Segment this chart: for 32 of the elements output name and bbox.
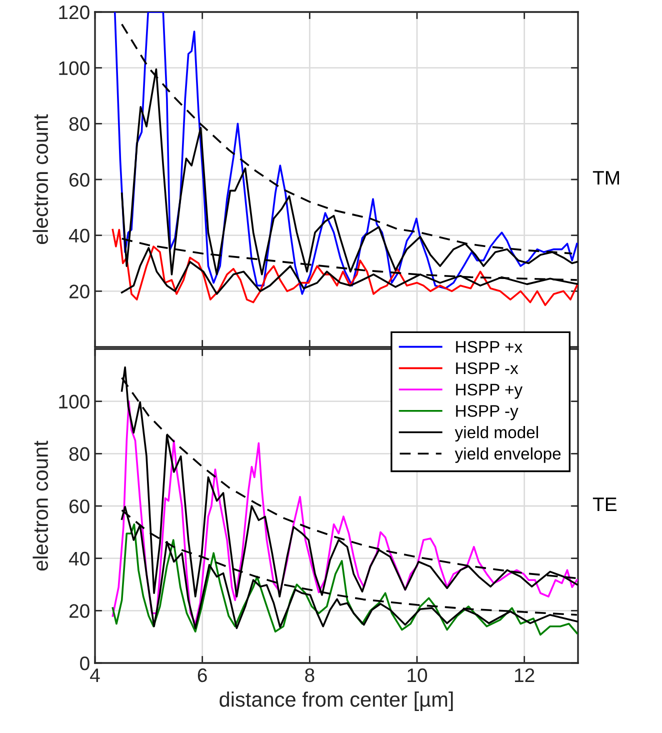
legend-label: HSPP -y [456, 405, 518, 420]
line-series [112, 228, 578, 306]
y-tick-label: 60 [70, 499, 90, 514]
y-tick-label: 100 [59, 394, 90, 409]
y-tick-label: 80 [69, 117, 90, 131]
y-tick-label: 100 [59, 61, 90, 76]
y-tick-label: 40 [68, 552, 90, 566]
x-axis-title: distance from center [µm] [220, 692, 453, 711]
y-tick-label: 20 [69, 284, 90, 298]
line-series [114, 12, 578, 295]
legend-label: HSPP -x [456, 362, 518, 374]
y-tick-label: 20 [69, 604, 90, 618]
legend-label: yield model [454, 426, 538, 442]
x-tick-label: 10 [408, 668, 428, 682]
legend-label: HSPP +x [456, 340, 522, 353]
line-series [112, 523, 578, 636]
text: TE [592, 498, 616, 512]
line-series [112, 400, 578, 625]
x-tick-label: 12 [515, 668, 534, 682]
y-axis-title: electron count [32, 114, 48, 244]
x-tick-label: 8 [305, 668, 314, 682]
y-axis-title: electron count [32, 440, 48, 571]
y-tick-label: 60 [70, 172, 90, 187]
legend-label: yield envelope [454, 447, 561, 463]
y-tick-label: 80 [69, 447, 90, 461]
legend-label: HSPP +y [456, 384, 523, 399]
x-tick-label: 6 [198, 668, 207, 682]
y-tick-label: 0 [80, 656, 90, 670]
y-tick-label: 40 [68, 228, 90, 243]
y-tick-label: 120 [59, 5, 90, 20]
x-tick-label: 4 [90, 668, 100, 682]
text: TM [592, 171, 619, 185]
